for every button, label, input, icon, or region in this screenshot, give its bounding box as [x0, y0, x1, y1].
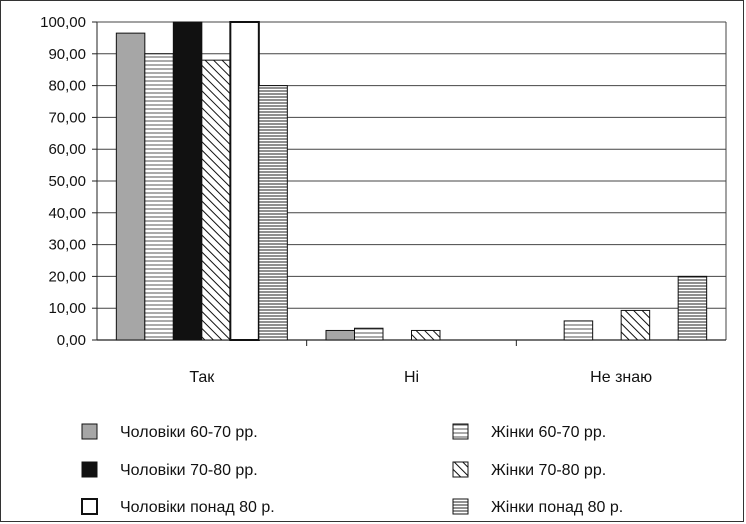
y-tick-label: 60,00 [48, 141, 86, 158]
y-tick-label: 30,00 [48, 237, 86, 254]
bar [325, 329, 355, 341]
bar [620, 309, 651, 341]
legend-label: Чоловіки 60-70 рр. [120, 424, 258, 441]
x-category-label: Так [189, 369, 215, 386]
legend-swatch [452, 461, 469, 478]
bar [677, 275, 708, 341]
bar [354, 327, 384, 341]
legend-label: Чоловіки 70-80 рр. [120, 462, 258, 479]
y-tick-label: 70,00 [48, 109, 86, 126]
legend-swatch [452, 498, 469, 515]
legend-label: Жінки 70-80 рр. [491, 462, 606, 479]
y-tick-label: 90,00 [48, 46, 86, 63]
legend-swatch [81, 423, 98, 440]
y-tick-label: 100,00 [40, 14, 86, 31]
legend-label: Чоловіки понад 80 р. [120, 499, 275, 516]
legend-swatch [81, 461, 98, 478]
x-category-label: Ні [404, 369, 419, 386]
bar [563, 320, 594, 341]
legend-swatch [81, 498, 98, 515]
y-tick-label: 10,00 [48, 300, 86, 317]
x-axis-category-labels: Так Ні Не знаю [189, 369, 652, 386]
y-tick-label: 40,00 [48, 205, 86, 222]
legend-label: Жінки понад 80 р. [491, 499, 623, 516]
y-tick-label: 20,00 [48, 268, 86, 285]
bar [258, 85, 288, 341]
bar [144, 53, 174, 341]
y-tick-label: 50,00 [48, 173, 86, 190]
y-tick-label: 0,00 [57, 332, 86, 349]
y-tick-label: 80,00 [48, 78, 86, 95]
bar [411, 329, 441, 341]
bar [172, 21, 203, 341]
y-axis-tick-labels: 0,00 10,00 20,00 30,00 40,00 50,00 60,00 70,00 8… [40, 14, 86, 349]
legend-swatch [452, 423, 469, 440]
bar [201, 59, 231, 341]
bar [229, 21, 260, 341]
legend: Чоловіки 60-70 рр. Чоловіки 70-80 рр. Чоло… [81, 423, 623, 516]
legend-label: Жінки 60-70 рр. [491, 424, 606, 441]
bars [115, 21, 708, 341]
bar [115, 32, 146, 341]
x-category-label: Не знаю [590, 369, 652, 386]
